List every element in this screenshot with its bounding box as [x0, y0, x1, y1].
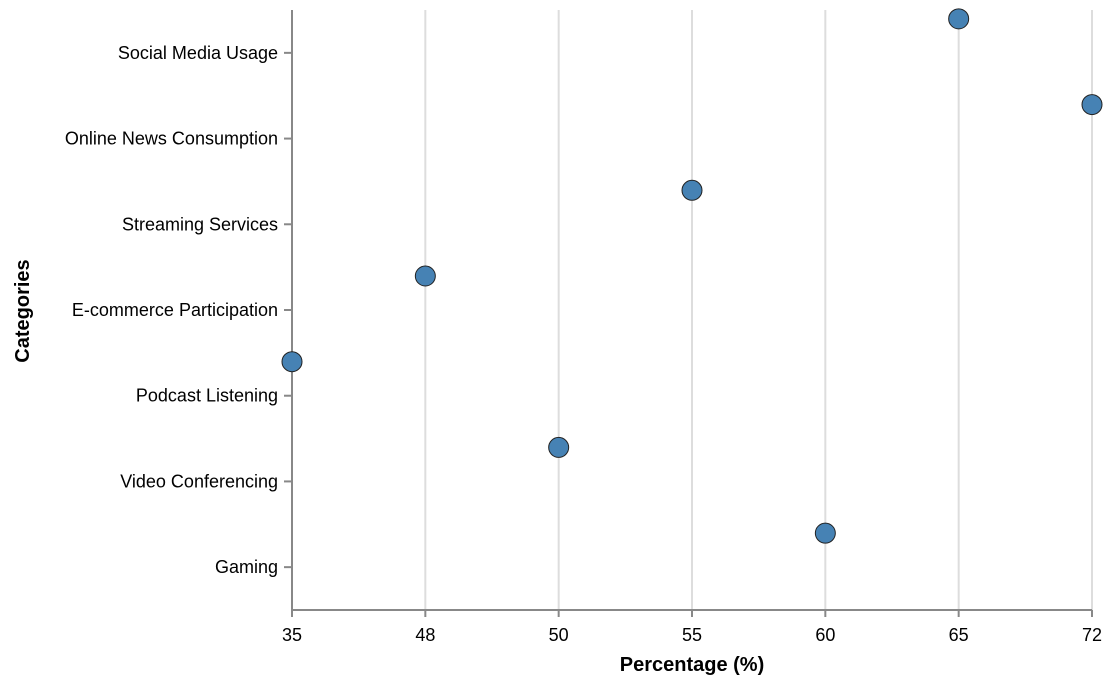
x-tick-label: 65	[949, 625, 969, 645]
data-point	[414, 265, 436, 287]
y-tick-label: Video Conferencing	[120, 471, 278, 491]
x-axis: 35 48 50 55 60 65 72	[282, 609, 1102, 645]
data-point	[548, 436, 570, 458]
y-axis: Social Media Usage Online News Consumptio…	[65, 10, 293, 610]
y-tick-label: Podcast Listening	[136, 386, 278, 406]
data-point	[814, 522, 836, 544]
x-tick-label: 60	[815, 625, 835, 645]
data-point	[281, 351, 303, 373]
data-points	[281, 8, 1103, 544]
x-axis-title: Percentage (%)	[620, 654, 765, 676]
y-tick-label: Gaming	[215, 557, 278, 577]
x-tick-label: 48	[415, 625, 435, 645]
y-tick-label: Online News Consumption	[65, 129, 278, 149]
data-point	[948, 8, 970, 30]
y-tick-label: E-commerce Participation	[72, 300, 278, 320]
data-point	[1081, 94, 1103, 116]
x-tick-label: 72	[1082, 625, 1102, 645]
x-tick-label: 50	[549, 625, 569, 645]
x-tick-label: 55	[682, 625, 702, 645]
y-tick-label: Social Media Usage	[118, 43, 278, 63]
x-tick-label: 35	[282, 625, 302, 645]
y-tick-label: Streaming Services	[122, 214, 278, 234]
data-point	[681, 179, 703, 201]
grid	[424, 10, 1093, 610]
y-axis-title: Categories	[12, 259, 34, 362]
